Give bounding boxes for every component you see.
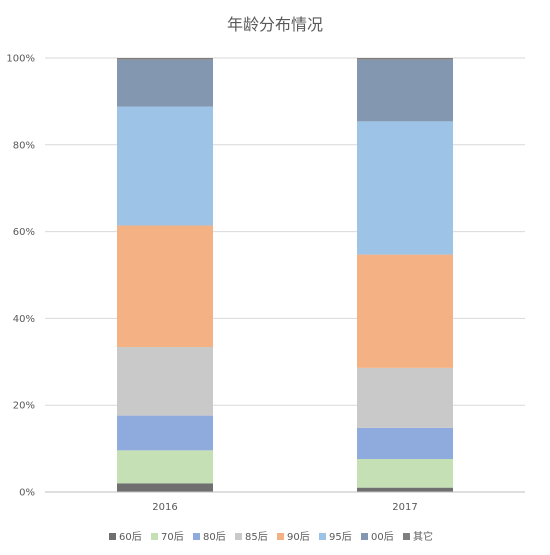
legend-label: 80后 [203, 531, 226, 543]
y-tick-label: 20% [13, 401, 35, 412]
legend-swatch [193, 533, 200, 540]
bar-segment-2017-90后 [357, 254, 453, 368]
bar-segment-2016-95后 [117, 106, 213, 226]
legend-label: 70后 [161, 531, 184, 543]
legend-label: 90后 [287, 531, 310, 543]
bar-segment-2017-00后 [357, 59, 453, 122]
bar-segment-2016-60后 [117, 483, 213, 492]
legend-swatch [403, 533, 410, 540]
y-tick-label: 0% [19, 488, 35, 499]
bar-segment-2016-90后 [117, 225, 213, 348]
y-tick-label: 100% [6, 54, 35, 65]
bar-segment-2016-其它 [117, 58, 213, 60]
bar-segment-2017-80后 [357, 427, 453, 460]
legend-swatch [319, 533, 326, 540]
x-tick-label: 2016 [152, 502, 177, 513]
bar-segment-2017-95后 [357, 121, 453, 255]
legend-swatch [235, 533, 242, 540]
bar-segment-2016-85后 [117, 347, 213, 416]
bar-segment-2017-其它 [357, 58, 453, 60]
legend-label: 95后 [329, 531, 352, 543]
y-tick-label: 60% [13, 227, 35, 238]
bar-segment-2016-00后 [117, 59, 213, 107]
legend-swatch [151, 533, 158, 540]
y-tick-label: 40% [13, 314, 35, 325]
legend-swatch [277, 533, 284, 540]
legend: 60后 70后 80后 85后 90后 95后 00后 其它 [109, 530, 433, 543]
bar-segment-2017-70后 [357, 459, 453, 488]
legend-swatch [109, 533, 116, 540]
x-tick-label: 2017 [392, 502, 417, 513]
legend-label: 00后 [371, 531, 394, 543]
bar-segment-2017-85后 [357, 367, 453, 428]
x-axis-ticks: 2016 2017 [152, 502, 417, 513]
y-axis-ticks: 0% 20% 40% 60% 80% 100% [6, 54, 35, 499]
legend-swatch [361, 533, 368, 540]
legend-label: 60后 [119, 531, 142, 543]
legend-label: 其它 [413, 530, 433, 543]
legend-label: 85后 [245, 531, 268, 543]
bar-segment-2017-60后 [357, 487, 453, 492]
chart-title: 年龄分布情况 [227, 15, 323, 34]
bar-segment-2016-70后 [117, 450, 213, 484]
bars [117, 58, 453, 492]
bar-segment-2016-80后 [117, 415, 213, 451]
y-tick-label: 80% [13, 140, 35, 151]
